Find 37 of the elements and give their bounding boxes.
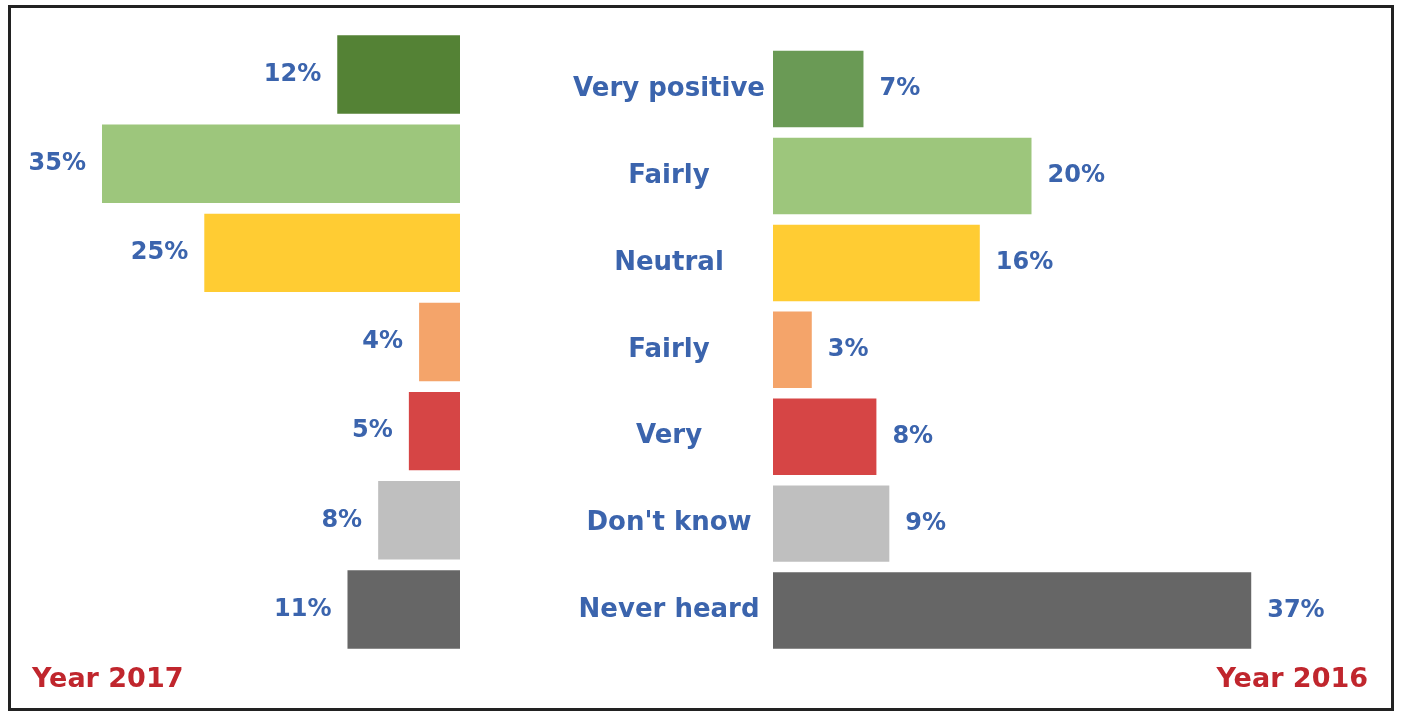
bar bbox=[773, 224, 980, 302]
data-label: 3% bbox=[827, 334, 869, 363]
data-label: 25% bbox=[130, 237, 189, 266]
y-tick-label: Neutral bbox=[614, 245, 724, 276]
bar bbox=[102, 124, 460, 203]
x-axis-title: Year 2016 bbox=[1215, 662, 1368, 694]
bar bbox=[773, 137, 1032, 215]
bar bbox=[337, 35, 460, 114]
y-tick-label: Don't know bbox=[586, 506, 752, 537]
y-tick-label: Fairly bbox=[628, 158, 710, 189]
data-label: 4% bbox=[362, 326, 404, 355]
x-axis-title: Year 2017 bbox=[31, 662, 184, 694]
bar bbox=[773, 311, 812, 389]
data-label: 8% bbox=[892, 420, 934, 449]
data-label: 8% bbox=[321, 504, 363, 533]
bar bbox=[204, 213, 460, 293]
data-label: 5% bbox=[352, 415, 393, 444]
y-tick-label: Very bbox=[635, 419, 703, 450]
bar bbox=[773, 398, 877, 475]
y-tick-label: Fairly bbox=[628, 332, 710, 363]
data-label: 7% bbox=[879, 73, 921, 102]
bar bbox=[773, 50, 864, 128]
y-tick-label: Very positive bbox=[573, 71, 766, 102]
data-label: 9% bbox=[905, 507, 947, 536]
data-label: 35% bbox=[28, 147, 86, 176]
bar bbox=[408, 391, 460, 471]
data-label: 20% bbox=[1047, 160, 1105, 189]
bar bbox=[773, 485, 890, 562]
data-label: 37% bbox=[1267, 594, 1325, 623]
data-label: 11% bbox=[274, 593, 332, 622]
data-label: 16% bbox=[995, 247, 1054, 276]
data-label: 12% bbox=[263, 58, 322, 87]
bar bbox=[378, 481, 460, 560]
y-tick-label: Never heard bbox=[578, 593, 760, 624]
bar bbox=[419, 302, 460, 382]
bar bbox=[773, 572, 1252, 649]
bar bbox=[347, 570, 460, 649]
